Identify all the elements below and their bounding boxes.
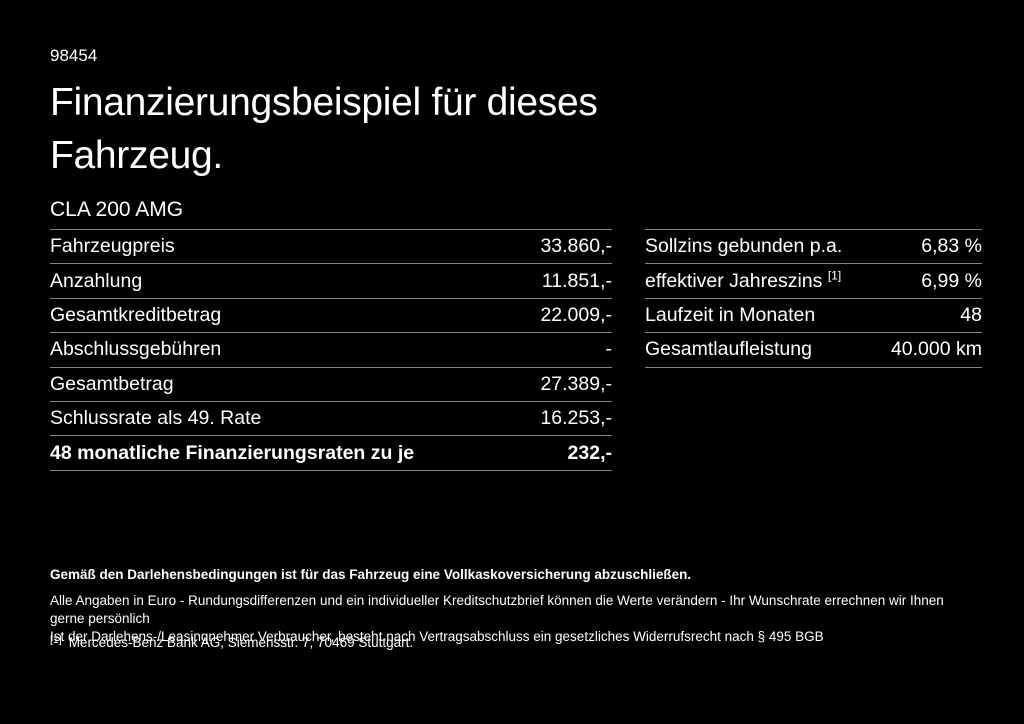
row-label: 48 monatliche Finanzierungsraten zu je	[50, 441, 415, 464]
row-label: effektiver Jahreszins [1]	[645, 268, 842, 292]
table-row-monthly-rate: 48 monatliche Finanzierungsraten zu je 2…	[50, 436, 612, 471]
row-value: -	[605, 338, 613, 361]
disclaimer-line-1: Alle Angaben in Euro - Rundungsdifferenz…	[50, 593, 944, 626]
row-value: 48	[960, 303, 982, 326]
row-value: 11.851,-	[541, 269, 612, 292]
row-label: Abschlussgebühren	[50, 338, 222, 361]
table-row-nominal-interest: Sollzins gebunden p.a. 6,83 %	[645, 230, 982, 265]
row-value: 16.253,-	[540, 407, 612, 430]
financing-conditions-table: Sollzins gebunden p.a. 6,83 % effektiver…	[645, 229, 982, 368]
row-label: Anzahlung	[50, 269, 143, 292]
row-label: Gesamtkreditbetrag	[50, 303, 222, 326]
page-title: Finanzierungsbeispiel für dieses Fahrzeu…	[50, 81, 598, 177]
reference-number: 98454	[50, 46, 98, 65]
row-value: 33.860,-	[540, 235, 612, 258]
legal-footer: Gemäß den Darlehensbedingungen ist für d…	[50, 566, 980, 646]
table-row-total-credit: Gesamtkreditbetrag 22.009,-	[50, 299, 612, 334]
bank-footnote: [1] Mercedes-Benz Bank AG, Siemensstr. 7,…	[50, 634, 413, 650]
row-label: Schlussrate als 49. Rate	[50, 407, 262, 430]
footnote-marker: [1]	[50, 634, 62, 646]
row-value: 6,99 %	[921, 269, 982, 292]
row-label: Fahrzeugpreis	[50, 235, 175, 258]
footnote-ref-superscript: [1]	[827, 268, 842, 283]
row-value: 232,-	[567, 441, 612, 464]
table-row-final-rate: Schlussrate als 49. Rate 16.253,-	[50, 402, 612, 437]
row-value: 27.389,-	[540, 372, 612, 395]
row-label: Gesamtbetrag	[50, 372, 174, 395]
table-row-down-payment: Anzahlung 11.851,-	[50, 264, 612, 299]
row-label: Laufzeit in Monaten	[645, 303, 816, 326]
disclaimer-line-2: Ist der Darlehens-/Leasingnehmer Verbrau…	[50, 629, 824, 644]
row-value: 40.000 km	[890, 338, 982, 361]
row-label: Gesamtlaufleistung	[645, 338, 812, 361]
table-row-closing-fees: Abschlussgebühren -	[50, 333, 613, 368]
insurance-requirement-note: Gemäß den Darlehensbedingungen ist für d…	[50, 567, 692, 582]
row-value: 6,83 %	[921, 235, 982, 258]
table-row-term-months: Laufzeit in Monaten 48	[645, 299, 982, 334]
footnote-text: Mercedes-Benz Bank AG, Siemensstr. 7, 70…	[68, 635, 414, 650]
financing-amounts-table: Fahrzeugpreis 33.860,- Anzahlung 11.851,…	[50, 229, 612, 471]
row-value: 22.009,-	[540, 303, 612, 326]
table-row-effective-interest: effektiver Jahreszins [1] 6,99 %	[645, 264, 982, 299]
row-label: Sollzins gebunden p.a.	[645, 235, 843, 258]
table-row-vehicle-price: Fahrzeugpreis 33.860,-	[50, 230, 612, 265]
vehicle-model-name: CLA 200 AMG	[50, 198, 184, 221]
table-row-total-amount: Gesamtbetrag 27.389,-	[50, 368, 612, 402]
table-row-total-mileage: Gesamtlaufleistung 40.000 km	[645, 333, 982, 368]
